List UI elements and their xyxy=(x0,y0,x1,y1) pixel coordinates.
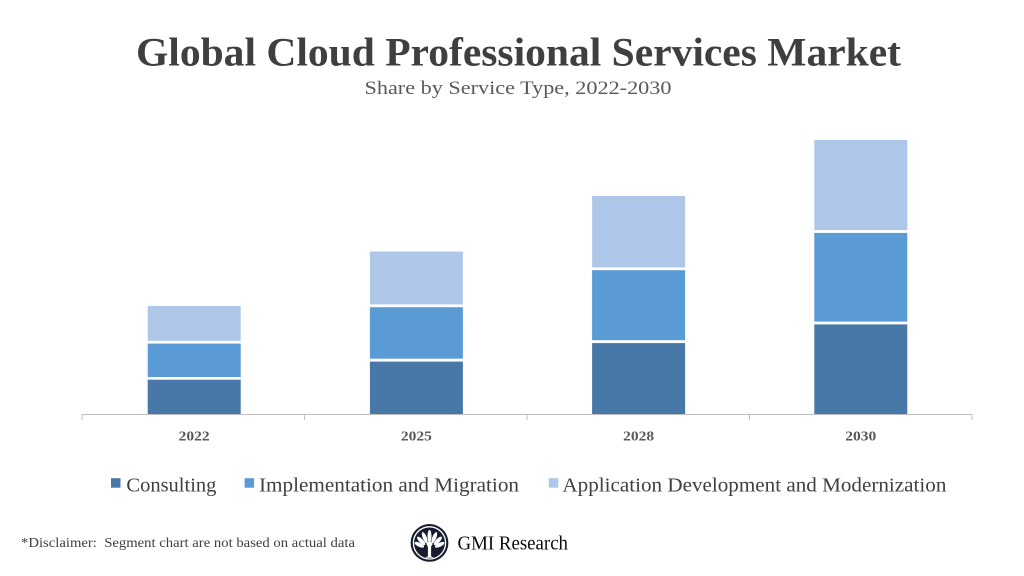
svg-text:GMI Research: GMI Research xyxy=(458,532,569,554)
svg-text:Consulting: Consulting xyxy=(126,474,216,496)
svg-text:Implementation and Migration: Implementation and Migration xyxy=(259,474,519,496)
svg-text:2028: 2028 xyxy=(623,430,654,445)
svg-text:2030: 2030 xyxy=(845,430,876,445)
svg-text:Share by Service Type, 2022-20: Share by Service Type, 2022-2030 xyxy=(365,79,672,99)
svg-text:*Disclaimer: Segment chart ar: *Disclaimer: Segment chart are not based… xyxy=(21,536,356,551)
svg-text:Global Cloud Professional Serv: Global Cloud Professional Services Marke… xyxy=(136,30,902,75)
svg-text:Application Development and Mo: Application Development and Modernizatio… xyxy=(562,474,946,496)
svg-text:2022: 2022 xyxy=(179,430,210,445)
svg-text:2025: 2025 xyxy=(401,430,432,445)
